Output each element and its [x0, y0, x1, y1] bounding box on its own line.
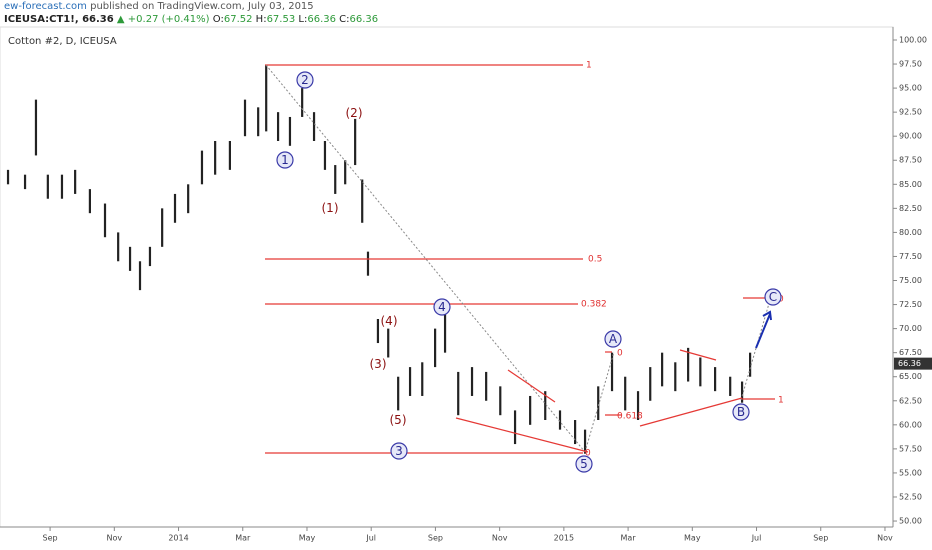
- y-tick-label: 90.00: [899, 132, 922, 141]
- x-tick-label: Sep: [813, 534, 828, 543]
- ohlc-label: L:: [298, 14, 308, 25]
- x-tick-label: Mar: [621, 534, 637, 543]
- x-tick-label: Mar: [235, 534, 251, 543]
- y-tick-label: 52.50: [899, 492, 922, 501]
- y-tick-label: 60.00: [899, 420, 922, 429]
- y-tick-label: 75.00: [899, 276, 922, 285]
- ohlc-value: 67.52: [223, 14, 253, 25]
- ohlc-label: O:: [212, 14, 224, 25]
- trend-line: [740, 299, 771, 401]
- wave-label: 1: [281, 153, 289, 167]
- ohlc-label: H:: [255, 14, 267, 25]
- arrow: [755, 310, 772, 349]
- wave-circle: [390, 442, 408, 460]
- x-tick-label: May: [299, 534, 316, 543]
- site-link[interactable]: ew-forecast.com: [4, 1, 87, 12]
- wave-label: 5: [580, 457, 588, 471]
- x-tick-label: Nov: [492, 534, 508, 543]
- x-tick-label: Nov: [877, 534, 893, 543]
- annotations: 1 0.5 0.382 0 0 0.618 1 0 1 2 3 4 5 A B …: [265, 61, 784, 473]
- quote-line: ICEUSA:CT1!, 66.36 ▲ +0.27 (+0.41%) O:67…: [4, 14, 378, 25]
- y-tick-label: 65.00: [899, 372, 922, 381]
- triangle-line: [507, 369, 556, 403]
- wave-label: C: [769, 290, 777, 304]
- wave-circle: [604, 330, 622, 348]
- fib-label: 0: [617, 349, 623, 359]
- y-tick-label: 50.00: [899, 517, 922, 526]
- y-tick-label: 70.00: [899, 324, 922, 333]
- y-tick-label: 57.50: [899, 444, 922, 453]
- ohlc-value: 66.36: [307, 14, 336, 25]
- wave-label: 3: [395, 444, 403, 458]
- published: published on TradingView.com, July 03, 2…: [90, 1, 314, 12]
- publish-line: ew-forecast.com published on TradingView…: [4, 1, 314, 12]
- plot-frame: [0, 26, 894, 528]
- ohlc-value: 66.36: [349, 14, 379, 25]
- x-tick-label: 2015: [554, 534, 574, 543]
- x-tick-label: Sep: [428, 534, 443, 543]
- wave-circle: [433, 298, 451, 316]
- wave-circle: [732, 403, 750, 421]
- subwave-label: (4): [381, 314, 398, 328]
- y-tick-label: 87.50: [899, 156, 922, 165]
- triangle-line: [679, 349, 717, 361]
- ohlc-value: 67.53: [266, 14, 296, 25]
- triangle-line: [639, 397, 743, 427]
- wave-label: A: [609, 332, 618, 346]
- y-tick-label: 97.50: [899, 60, 922, 69]
- change: ▲ +0.27 (+0.41%): [116, 14, 210, 25]
- y-tick-label: 95.00: [899, 84, 922, 93]
- chart-title: Cotton #2, D, ICEUSA: [8, 36, 117, 47]
- y-tick-label: 100.00: [899, 35, 927, 44]
- symbol: ICEUSA:CT1!, 66.36: [4, 14, 114, 25]
- subwave-label: (3): [370, 357, 387, 371]
- fib-label: 1: [586, 61, 592, 71]
- fib-label: 0.382: [581, 300, 607, 310]
- trend-line: [265, 64, 586, 453]
- wave-circle: [575, 455, 593, 473]
- y-tick-label: 77.50: [899, 252, 922, 261]
- subwave-label: (2): [346, 106, 363, 120]
- x-tick-label: Nov: [107, 534, 123, 543]
- price-tag-label: 66.36: [898, 359, 921, 368]
- price-tag: [894, 357, 932, 370]
- fib-label: 0.5: [588, 255, 602, 265]
- x-tick-label: Jul: [751, 534, 762, 543]
- y-tick-label: 72.50: [899, 300, 922, 309]
- y-tick-label: 55.00: [899, 468, 922, 477]
- y-tick-label: 80.00: [899, 228, 922, 237]
- x-tick-label: May: [684, 534, 701, 543]
- y-tick-label: 67.50: [899, 348, 922, 357]
- y-tick-label: 92.50: [899, 108, 922, 117]
- wave-label: 2: [301, 73, 309, 87]
- y-tick-label: 62.50: [899, 396, 922, 405]
- subwave-label: (1): [322, 201, 339, 215]
- wave-circle: [276, 151, 294, 169]
- trend-line: [584, 351, 615, 453]
- ohlc-label: C:: [339, 14, 350, 25]
- y-tick-label: 85.00: [899, 180, 922, 189]
- x-tick-label: 2014: [168, 534, 188, 543]
- y-tick-label: 82.50: [899, 204, 922, 213]
- x-tick-label: Sep: [43, 534, 58, 543]
- fib-label: 1: [778, 396, 784, 406]
- wave-label: B: [737, 405, 745, 419]
- wave-circle: [296, 71, 314, 89]
- x-tick-label: Jul: [365, 534, 376, 543]
- subwave-label: (5): [390, 413, 407, 427]
- fib-label: 0.618: [617, 412, 643, 422]
- fib-label: 0: [585, 449, 591, 459]
- wave-circle: [764, 288, 782, 306]
- triangle-line: [455, 417, 589, 453]
- wave-label: 4: [438, 300, 446, 314]
